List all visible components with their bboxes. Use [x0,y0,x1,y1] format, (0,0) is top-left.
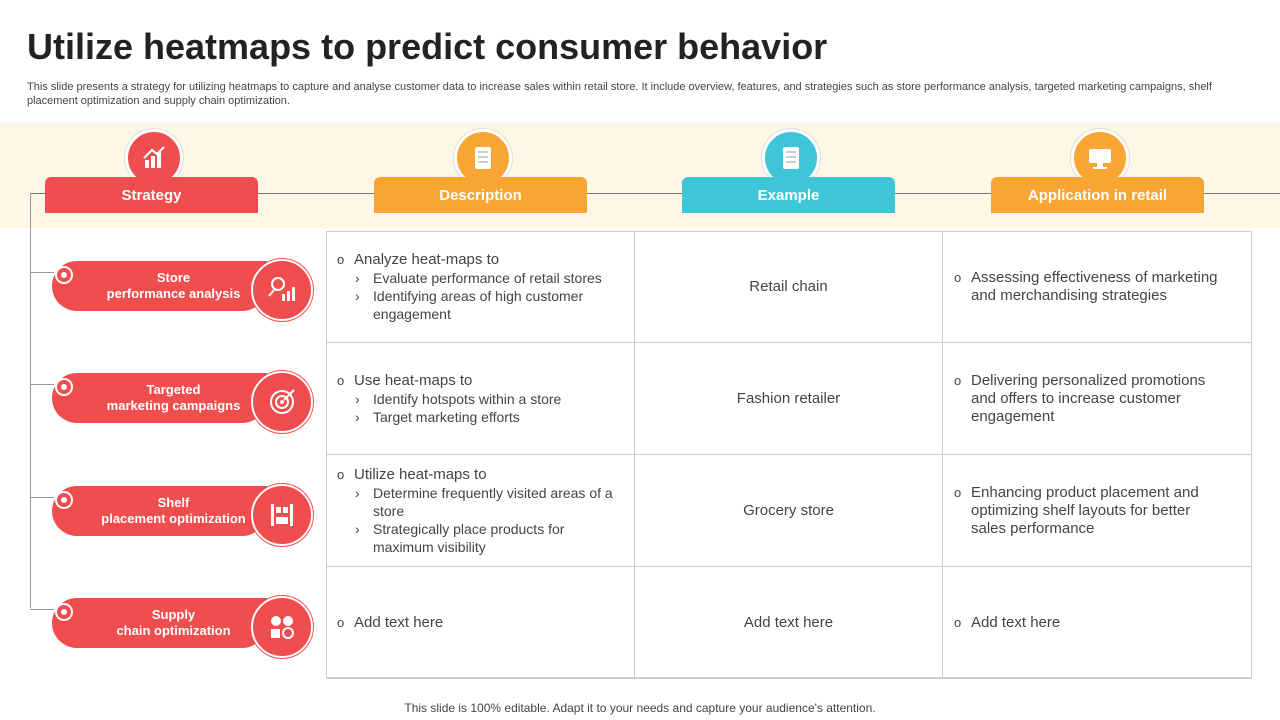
strategy-label: Targeted marketing campaigns [52,373,267,424]
example-cell: Retail chain [635,231,943,343]
example-text: Fashion retailer [736,389,841,407]
description-item: Evaluate performance of retail stores [354,269,613,287]
icon [475,147,491,169]
application-cell: Enhancing product placement and optimizi… [943,455,1251,567]
strategy-text: marketing campaigns [106,398,241,414]
column-header: Example [682,177,895,213]
description-cell: Add text here [326,567,635,679]
connector [30,272,54,273]
description-cell: Utilize heat-maps toDetermine frequently… [326,455,635,567]
strategy-text: performance analysis [106,286,241,301]
bullet-dot [55,266,73,284]
strategy-label: Supply chain optimization [52,597,267,648]
icon [143,146,165,168]
connector [30,193,1280,194]
description-item: Strategically place products for maximum… [354,520,613,556]
strategy-text: Supply [151,606,196,622]
bullet-dot [55,490,73,509]
application-cell: Add text here [943,567,1251,679]
description-item: Identifying areas of high customer engag… [354,287,613,323]
column-header: Description [374,177,587,213]
example-cell: Grocery store [635,455,943,567]
application-text: Assessing effectiveness of marketing and… [954,269,1219,305]
strategy-text: Shelf [157,494,190,510]
row-icon [251,595,313,658]
example-cell: Fashion retailer [635,343,943,455]
icon [270,389,295,415]
application-cell: Delivering personalized promotions and o… [943,343,1251,455]
description-cell: Analyze heat-maps toEvaluate performance… [326,231,635,343]
table: Analyze heat-maps toEvaluate performance… [326,231,1252,679]
icon [268,277,295,301]
example-text: Add text here [743,613,834,631]
application-text: Add text here [954,614,1219,632]
row-icon [251,483,313,546]
strategy-text: Targeted [146,382,201,398]
row-icon [251,259,313,321]
column-header: Strategy [45,177,258,213]
connector [30,496,54,498]
example-text: Retail chain [749,277,828,295]
icon [1089,149,1111,169]
example-text: Grocery store [743,501,834,519]
strategy-text: Store [156,270,191,285]
connector [30,193,31,608]
description-lead: Analyze heat-maps to [337,251,634,269]
strategy-text: chain optimization [116,622,231,638]
bullet-dot [55,602,73,621]
icon [271,615,294,639]
description-cell: Use heat-maps toIdentify hotspots within… [326,343,635,455]
description-lead: Utilize heat-maps to [337,466,634,484]
footer: This slide is 100% editable. Adapt it to… [404,701,876,715]
column-header: Application in retail [991,177,1204,213]
strategy-label: Store performance analysis [52,261,267,311]
icon [783,147,799,169]
description-item: Identify hotspots within a store [354,390,613,408]
description-lead: Use heat-maps to [337,372,634,390]
application-text: Enhancing product placement and optimizi… [954,484,1219,538]
row-icon [251,371,313,434]
description-item: Target marketing efforts [354,408,613,426]
application-text: Delivering personalized promotions and o… [954,372,1219,426]
description-item: Determine frequently visited areas of a … [354,484,613,520]
description-lead: Add text here [337,614,634,632]
bullet-dot [55,378,73,397]
strategy-label: Shelf placement optimization [52,485,267,536]
application-cell: Assessing effectiveness of marketing and… [943,231,1251,343]
example-cell: Add text here [635,567,943,679]
connector [30,608,54,610]
strategy-text: placement optimization [101,510,246,526]
subtitle: This slide presents a strategy for utili… [27,81,1212,107]
title: Utilize heatmaps to predict consumer beh… [27,26,828,67]
icon [271,503,293,526]
connector [30,384,54,386]
